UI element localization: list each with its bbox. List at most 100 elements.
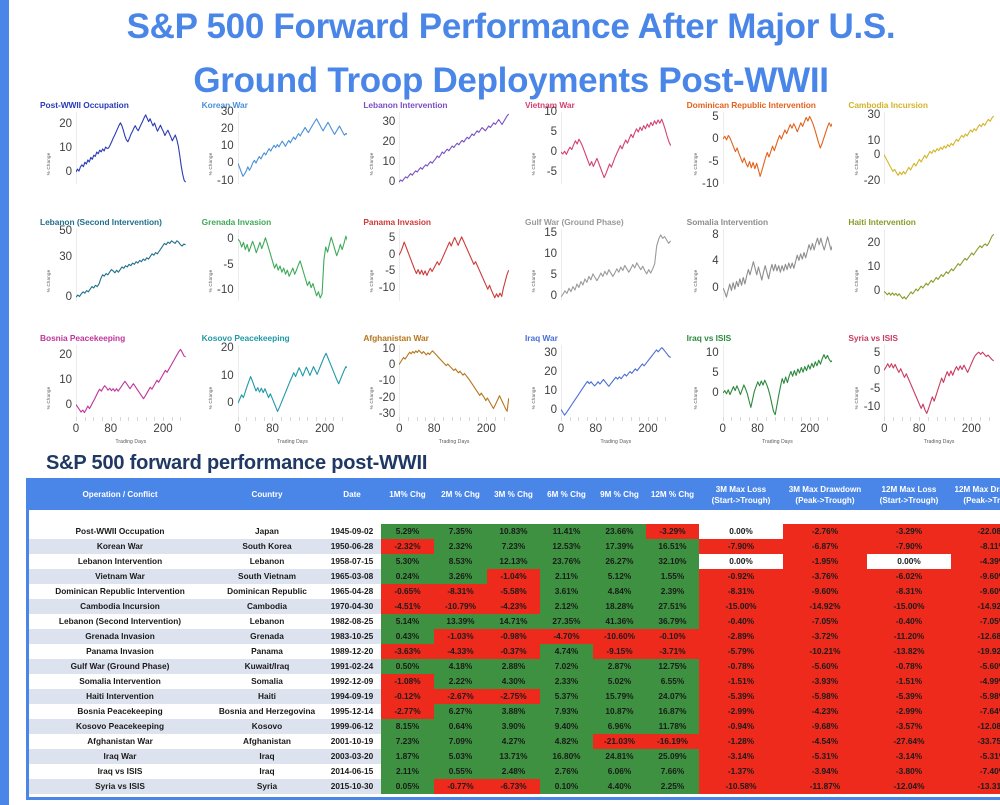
table-cell-metric: -19.92% [951, 644, 1000, 660]
chart-y-tick-label: -10 [378, 375, 396, 388]
table-column-header[interactable]: 12M % Chg [646, 481, 699, 511]
table-cell-op: Iraq vs ISIS [29, 764, 211, 780]
table-cell-metric: -1.51% [699, 674, 783, 690]
table-cell-date: 2014-06-15 [323, 764, 381, 780]
table-cell-metric: -4.33% [434, 644, 487, 660]
table-cell-metric: 5.14% [381, 614, 434, 630]
table-cell-metric: -10.79% [434, 599, 487, 615]
table-cell-country: Dominican Republic [211, 584, 323, 600]
table-row[interactable]: Cambodia Incursion Cambodia 1970-04-30 -4.5… [29, 599, 1000, 615]
table-cell-metric: 5.03% [434, 749, 487, 765]
table-row[interactable]: Panama Invasion Panama 1989-12-20 -3.63% -4.… [29, 644, 1000, 660]
chart-panel-title: Somalia Intervention [686, 216, 769, 227]
table-column-header[interactable]: 12M Max Loss (Start->Trough) [867, 481, 951, 511]
chart-y-tick-label: 10 [705, 347, 719, 360]
table-cell-metric: 2.32% [434, 539, 487, 555]
table-row[interactable]: Kosovo Peacekeeping Kosovo 1999-06-12 8.15%… [29, 719, 1000, 735]
chart-y-tick-label: 0 [712, 387, 719, 400]
chart-panel: Dominican Republic Intervention% Change -… [677, 100, 839, 217]
table-cell-op: Gulf War (Ground Phase) [29, 659, 211, 675]
chart-y-ticks: 0 4 8 [689, 229, 721, 301]
table-column-header[interactable]: 1M% Chg [381, 481, 434, 511]
table-cell-country: Cambodia [211, 599, 323, 615]
table-cell-metric: 0.10% [540, 779, 593, 795]
table-cell-metric: 2.39% [646, 584, 699, 600]
table-cell-metric: -6.02% [867, 569, 951, 585]
table-column-header[interactable]: Operation / Conflict [29, 481, 211, 511]
table-column-header[interactable]: 3M % Chg [487, 481, 540, 511]
table-row[interactable]: Vietnam War South Vietnam 1965-03-08 0.24% 3… [29, 569, 1000, 585]
chart-y-tick-label: -5 [870, 382, 881, 395]
table-cell-metric: 7.66% [646, 764, 699, 780]
table-row[interactable]: Post-WWII Occupation Japan 1945-09-02 5.29%… [29, 524, 1000, 540]
table-cell-country: Panama [211, 644, 323, 660]
table-cell-metric: 12.13% [487, 554, 540, 570]
table-cell-metric: 7.93% [540, 704, 593, 720]
chart-plot-area [399, 228, 509, 301]
table-cell-metric: -3.80% [867, 764, 951, 780]
table-column-header[interactable]: 12M Max Drawdown(Peak->Trough) [951, 481, 1000, 511]
table-cell-metric: -2.99% [699, 704, 783, 720]
table-cell-op: Lebanon (Second Intervention) [29, 614, 211, 630]
table-cell-metric: -12.04% [867, 779, 951, 795]
table-row[interactable]: Grenada Invasion Grenada 1983-10-25 0.43% -1… [29, 629, 1000, 645]
table-cell-metric: 4.84% [593, 584, 646, 600]
performance-table-container[interactable]: Operation / Conflict Country Date 1M% Chg 2M… [26, 478, 1000, 800]
table-row[interactable]: Gulf War (Ground Phase) Kuwait/Iraq 1991-0… [29, 659, 1000, 675]
chart-plot-area [76, 345, 186, 418]
table-cell-metric: 11.78% [646, 719, 699, 735]
table-row[interactable]: Iraq War Iraq 2003-03-20 1.87% 5.03% 13.71% 16… [29, 749, 1000, 765]
table-row[interactable]: Haiti Intervention Haiti 1994-09-19 -0.12% -… [29, 689, 1000, 705]
table-cell-metric: 2.76% [540, 764, 593, 780]
chart-panel-title: Syria vs ISIS [848, 333, 898, 344]
chart-y-tick-label: -5 [223, 258, 234, 271]
chart-y-tick-label: -20 [863, 175, 881, 188]
table-row[interactable]: Korean War South Korea 1950-06-28 -2.32% 2.3… [29, 539, 1000, 555]
chart-x-tick-label: 0 [719, 423, 726, 436]
chart-y-tick-label: -10 [217, 174, 234, 187]
table-column-header[interactable]: 6M % Chg [540, 481, 593, 511]
table-row[interactable]: Bosnia Peacekeeping Bosnia and Herzegovin… [29, 704, 1000, 720]
chart-y-ticks: -20 0 10 30 [850, 109, 882, 188]
chart-y-tick-label: 0 [712, 133, 719, 145]
chart-plot-area [76, 228, 186, 301]
table-cell-metric: -27.64% [867, 734, 951, 750]
table-cell-metric: 0.00% [867, 554, 951, 570]
table-column-header[interactable]: Date [323, 481, 381, 511]
table-column-header-main: 12M Max Loss [881, 485, 937, 494]
table-cell-metric: -5.39% [699, 689, 783, 705]
chart-y-tick-label: 5 [712, 110, 719, 123]
table-row[interactable]: Lebanon Intervention Lebanon 1958-07-15 5.3… [29, 554, 1000, 570]
table-column-header[interactable]: 9M % Chg [593, 481, 646, 511]
chart-y-tick-label: -10 [863, 400, 881, 413]
table-row[interactable]: Lebanon (Second Intervention) Lebanon 1982… [29, 614, 1000, 630]
chart-panel: Panama Invasion% Change 5 0 -5 -10 [353, 217, 515, 334]
table-cell-country: Lebanon [211, 614, 323, 630]
table-row[interactable]: Dominican Republic Intervention Dominican… [29, 584, 1000, 600]
table-cell-metric: -14.92% [783, 599, 867, 615]
table-cell-date: 2015-10-30 [323, 779, 381, 795]
chart-x-tick-label: 0 [234, 423, 241, 436]
chart-y-tick-label: 10 [382, 342, 396, 355]
table-column-header[interactable]: Country [211, 481, 323, 511]
table-row[interactable]: Afghanistan War Afghanistan 2001-10-19 7.23… [29, 734, 1000, 750]
table-cell-metric: -13.31% [951, 779, 1000, 795]
chart-plot-area [884, 345, 994, 418]
table-cell-metric: 7.23% [487, 539, 540, 555]
table-cell-metric: 11.41% [540, 524, 593, 540]
table-cell-date: 2003-03-20 [323, 749, 381, 765]
chart-y-ticks: 0 10 20 [204, 342, 236, 417]
table-cell-metric: 8.15% [381, 719, 434, 735]
table-cell-metric: 6.55% [646, 674, 699, 690]
table-row[interactable]: Iraq vs ISIS Iraq 2014-06-15 2.11% 0.55% 2.48… [29, 764, 1000, 780]
table-row[interactable]: Somalia Intervention Somalia 1992-12-09 -1.… [29, 674, 1000, 690]
chart-plot-area [723, 345, 833, 418]
table-column-header[interactable]: 3M Max Loss (Start->Trough) [699, 481, 783, 511]
chart-plot-area [723, 228, 833, 301]
table-cell-metric: -12.68% [951, 629, 1000, 645]
table-cell-metric: -3.93% [783, 674, 867, 690]
table-row[interactable]: Syria vs ISIS Syria 2015-10-30 0.05% -0.77% -… [29, 779, 1000, 795]
chart-x-tick-label: 80 [266, 423, 279, 436]
table-column-header[interactable]: 3M Max Drawdown (Peak->Trough) [783, 481, 867, 511]
table-column-header[interactable]: 2M % Chg [434, 481, 487, 511]
